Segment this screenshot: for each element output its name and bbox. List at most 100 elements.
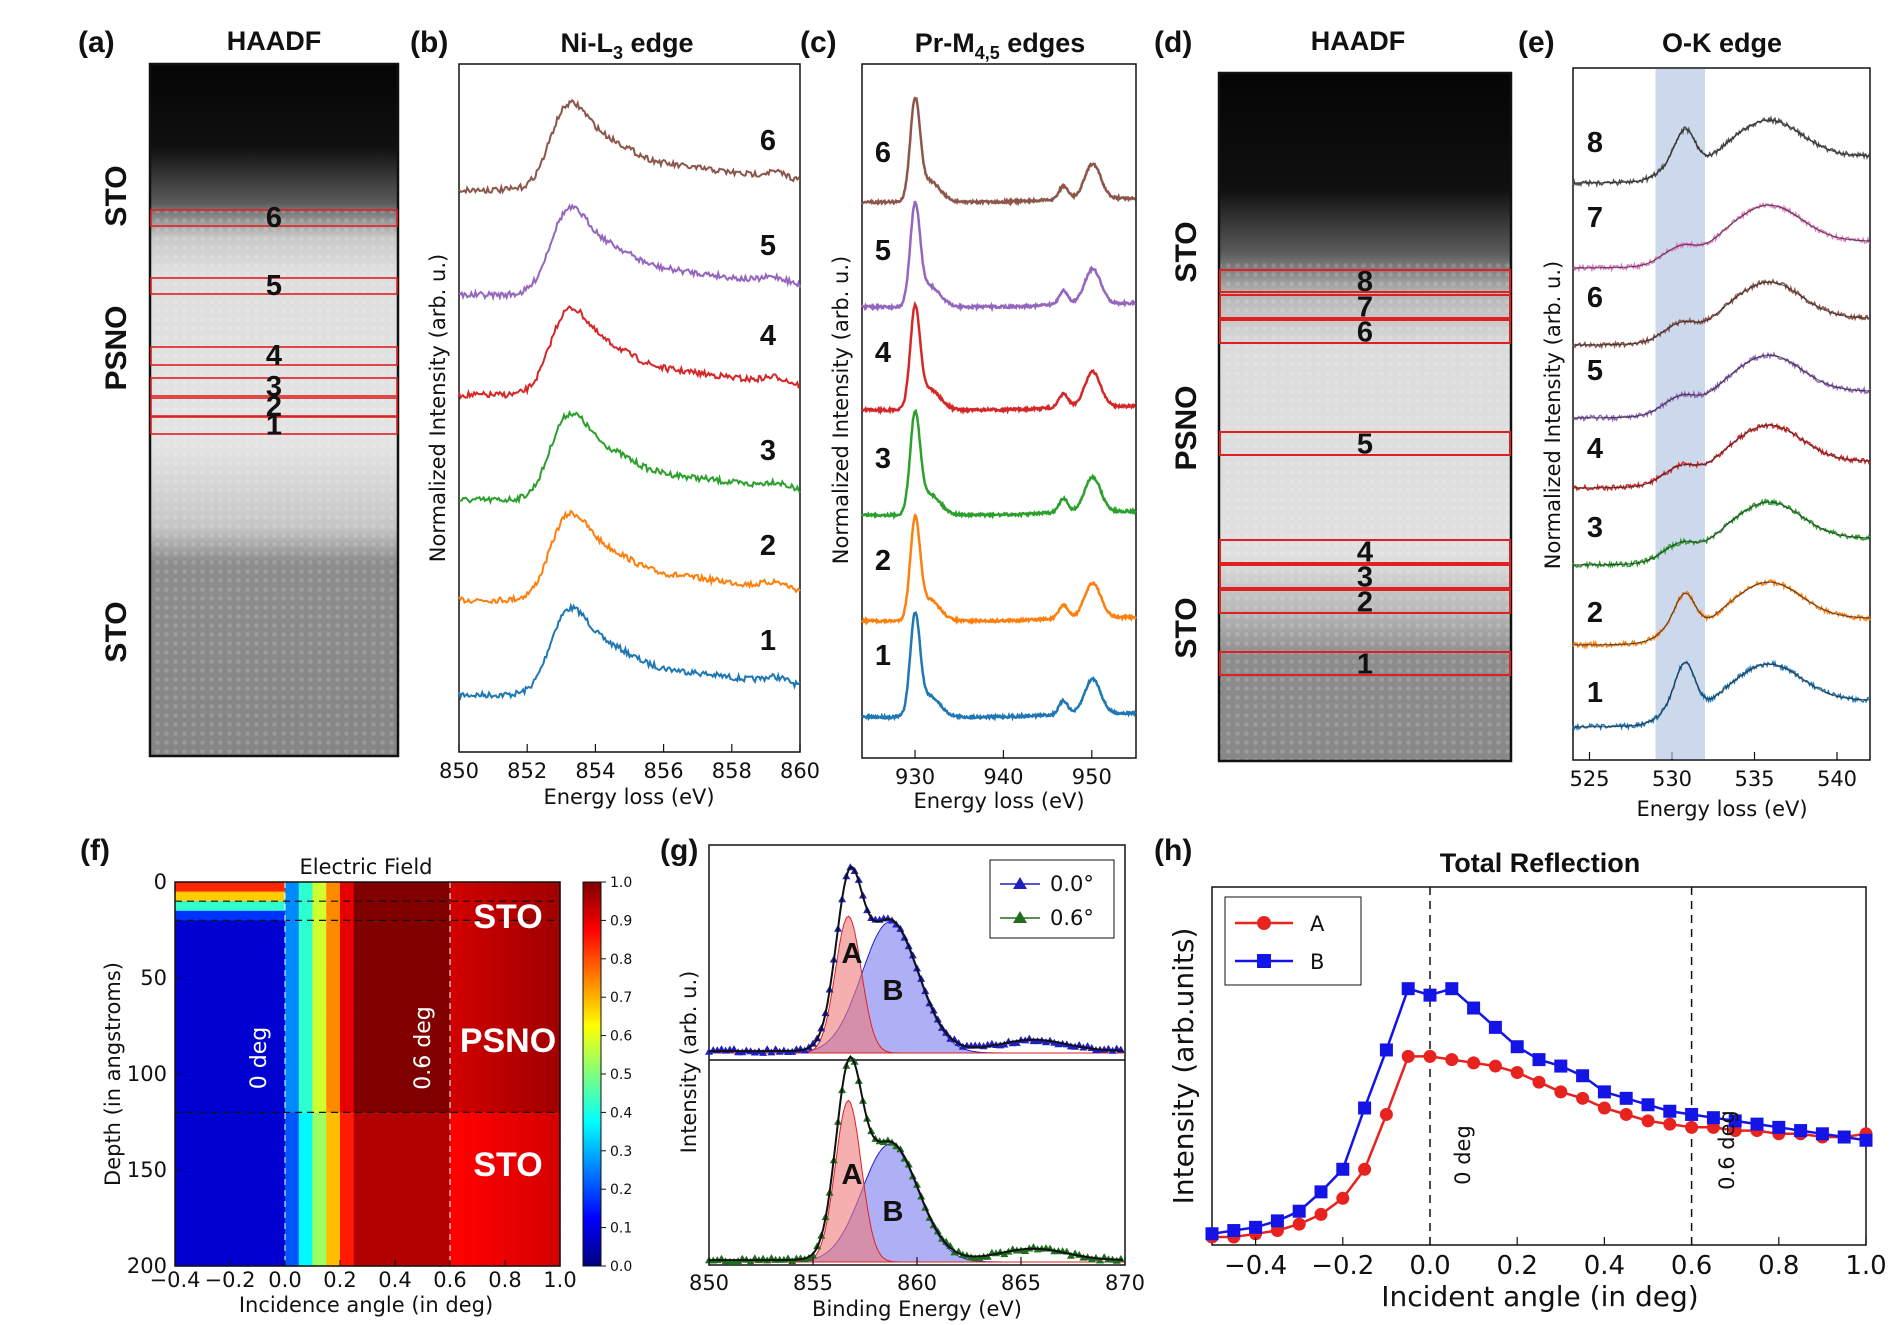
heat-cell (546, 987, 561, 998)
heat-cell (188, 1122, 204, 1133)
heat-cell (202, 1160, 217, 1171)
heat-cell (450, 882, 465, 893)
cbar-ticklabel-0.7: 0.7 (610, 990, 632, 1006)
heat-cell (422, 1026, 437, 1037)
heat-cell (436, 987, 451, 998)
heat-cell (257, 1045, 272, 1056)
heat-cell (353, 1026, 369, 1037)
heat-cell (395, 1026, 410, 1037)
panel-e-xticks: 525 530 535 540 (1569, 752, 1857, 791)
roi-box-d-3 (1219, 564, 1511, 589)
heat-cell (298, 968, 314, 979)
heat-cell (216, 1218, 231, 1229)
heat-cell (381, 1131, 396, 1142)
marker-B (1227, 1224, 1241, 1238)
heat-cell (326, 978, 341, 989)
marker-A (1467, 1056, 1481, 1070)
heat-cell (436, 1045, 451, 1056)
heat-cell (230, 1112, 245, 1123)
heat-cell (243, 882, 259, 893)
heat-cell (477, 1006, 492, 1017)
heat-cell (188, 1016, 204, 1027)
heat-cell (381, 1141, 396, 1152)
heat-cell (408, 910, 424, 921)
heat-cell (326, 968, 341, 979)
heat-cell (202, 1045, 217, 1056)
heat-cell (491, 968, 506, 979)
heat-cell (353, 1150, 369, 1161)
series-label-b-5: 5 (760, 230, 776, 262)
heat-cell (175, 1189, 190, 1200)
heat-cell (188, 997, 204, 1008)
heat-cell (491, 1112, 506, 1123)
heat-cell (202, 1083, 217, 1094)
data-marker (1116, 1255, 1125, 1262)
spectrum-b-5 (458, 203, 801, 302)
series-label-e-5: 5 (1587, 355, 1603, 387)
marker-B (1336, 1162, 1350, 1176)
heat-cell (532, 882, 547, 893)
heat-cell (230, 1026, 245, 1037)
panel-b-title-sub: 3 (613, 43, 623, 63)
heat-cell (450, 1083, 465, 1094)
heat-cell (422, 1179, 437, 1190)
heat-cell (491, 978, 506, 989)
panel-c-xlabel: Energy loss (eV) (913, 789, 1084, 813)
spectrum-fit-e-8 (1573, 119, 1870, 184)
heat-cell (422, 1035, 437, 1046)
heat-cell (395, 1150, 410, 1161)
heat-cell (491, 1160, 506, 1171)
heat-cell (285, 1256, 300, 1267)
heat-cell (326, 1045, 341, 1056)
heat-cell (353, 1045, 369, 1056)
heat-cell (257, 1227, 272, 1238)
heat-cell (202, 1198, 217, 1209)
heat-cell (477, 930, 492, 941)
heat-cell (257, 1112, 272, 1123)
heat-cell (518, 910, 534, 921)
heat-cell (395, 1074, 410, 1085)
ticklabel-e-530: 530 (1652, 767, 1692, 791)
heat-cell (505, 1227, 520, 1238)
heat-cell (532, 1160, 547, 1171)
heat-cell (395, 1246, 410, 1257)
heat-cell (188, 1131, 204, 1142)
heat-cell (477, 920, 492, 931)
heat-cell (477, 987, 492, 998)
heat-cell (505, 978, 520, 989)
heat-cell (367, 1026, 382, 1037)
panel-c-label: (c) (800, 26, 837, 59)
heat-cell (353, 1131, 369, 1142)
heat-cell (450, 1074, 465, 1085)
heat-cell (243, 1179, 259, 1190)
heat-cell (230, 1218, 245, 1229)
spectrum-fit-e-5 (1573, 354, 1870, 419)
heat-cell (340, 1179, 355, 1190)
heat-cell (450, 1006, 465, 1017)
marker-A (1445, 1053, 1459, 1067)
heat-cell (505, 882, 520, 893)
heat-cell (257, 1198, 272, 1209)
heat-cell (243, 920, 259, 931)
heat-cell (532, 1093, 547, 1104)
heat-cell (216, 1016, 231, 1027)
legend-marker-0deg (1013, 877, 1027, 889)
heat-cell (395, 1218, 410, 1229)
heat-cell (491, 1102, 506, 1113)
component-b-1 (709, 1143, 1125, 1263)
panel-g-legend: 0.0° 0.6° (989, 859, 1115, 939)
heat-cell (408, 882, 424, 893)
heat-cell (230, 987, 245, 998)
heat-cell (450, 901, 465, 912)
series-label-c-1: 1 (875, 640, 891, 672)
ticklabel-h-4: 0.4 (1584, 1251, 1625, 1281)
heat-cell (518, 1102, 534, 1113)
heat-cell (285, 1179, 300, 1190)
heat-cell (298, 1054, 314, 1065)
heat-cell (216, 1026, 231, 1037)
panel-b-title: Ni-L3 edge (560, 28, 693, 63)
heat-cell (257, 901, 272, 912)
marker-A (1554, 1085, 1568, 1099)
cbar-ticklabel-1.0: 1.0 (610, 875, 632, 891)
heat-cell (395, 978, 410, 989)
